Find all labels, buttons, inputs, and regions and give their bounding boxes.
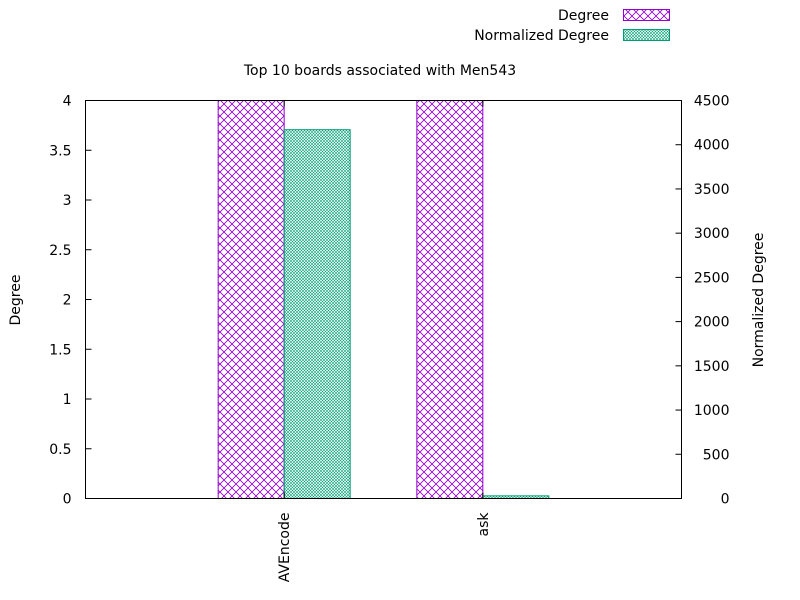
y2-tick-label: 1000 [694,403,730,419]
y2-tick-label: 1500 [694,359,730,375]
y-tick-label: 0 [63,492,72,508]
y2-tick-label: 3500 [694,182,730,198]
y-axis-label: Degree [8,275,24,326]
y2-tick-label: 2000 [694,315,730,331]
legend: Degree Normalized Degree [474,8,670,44]
y-tick-label: 3 [63,193,72,209]
y2-axis-label: Normalized Degree [751,233,767,368]
y2-tick-label: 4500 [694,94,730,110]
bars [217,100,550,500]
ticks: 0 0.5 1 1.5 2 2.5 3 3.5 4 0 500 1000 1500 2000 2500 300… [49,94,729,583]
y2-tick-label: 0 [721,492,730,508]
y-tick-label: 1 [63,392,72,408]
y-tick-label: 1.5 [49,342,71,358]
legend-label: Degree [558,8,609,24]
x-tick-label: ask [476,512,492,537]
y2-tick-label: 4000 [694,138,730,154]
chart-title: Top 10 boards associated with Men543 [243,63,516,79]
legend-label: Normalized Degree [474,28,609,44]
y2-tick-label: 500 [703,447,730,463]
y-tick-label: 4 [63,94,72,110]
y-tick-label: 2 [63,293,72,309]
plot-frame [85,100,682,499]
y-tick-label: 0.5 [49,442,71,458]
y-tick-label: 3.5 [49,143,71,159]
x-tick-label: AVEncode [277,513,293,583]
legend-swatch [623,29,670,41]
y-tick-label: 2.5 [49,243,71,259]
y2-tick-label: 3000 [694,226,730,242]
y2-tick-label: 2500 [694,270,730,286]
legend-swatch [623,9,670,21]
bar-normalized-degree-avencode [283,129,351,499]
bar-degree-ask [416,100,484,499]
bar-degree-avencode [217,100,285,499]
